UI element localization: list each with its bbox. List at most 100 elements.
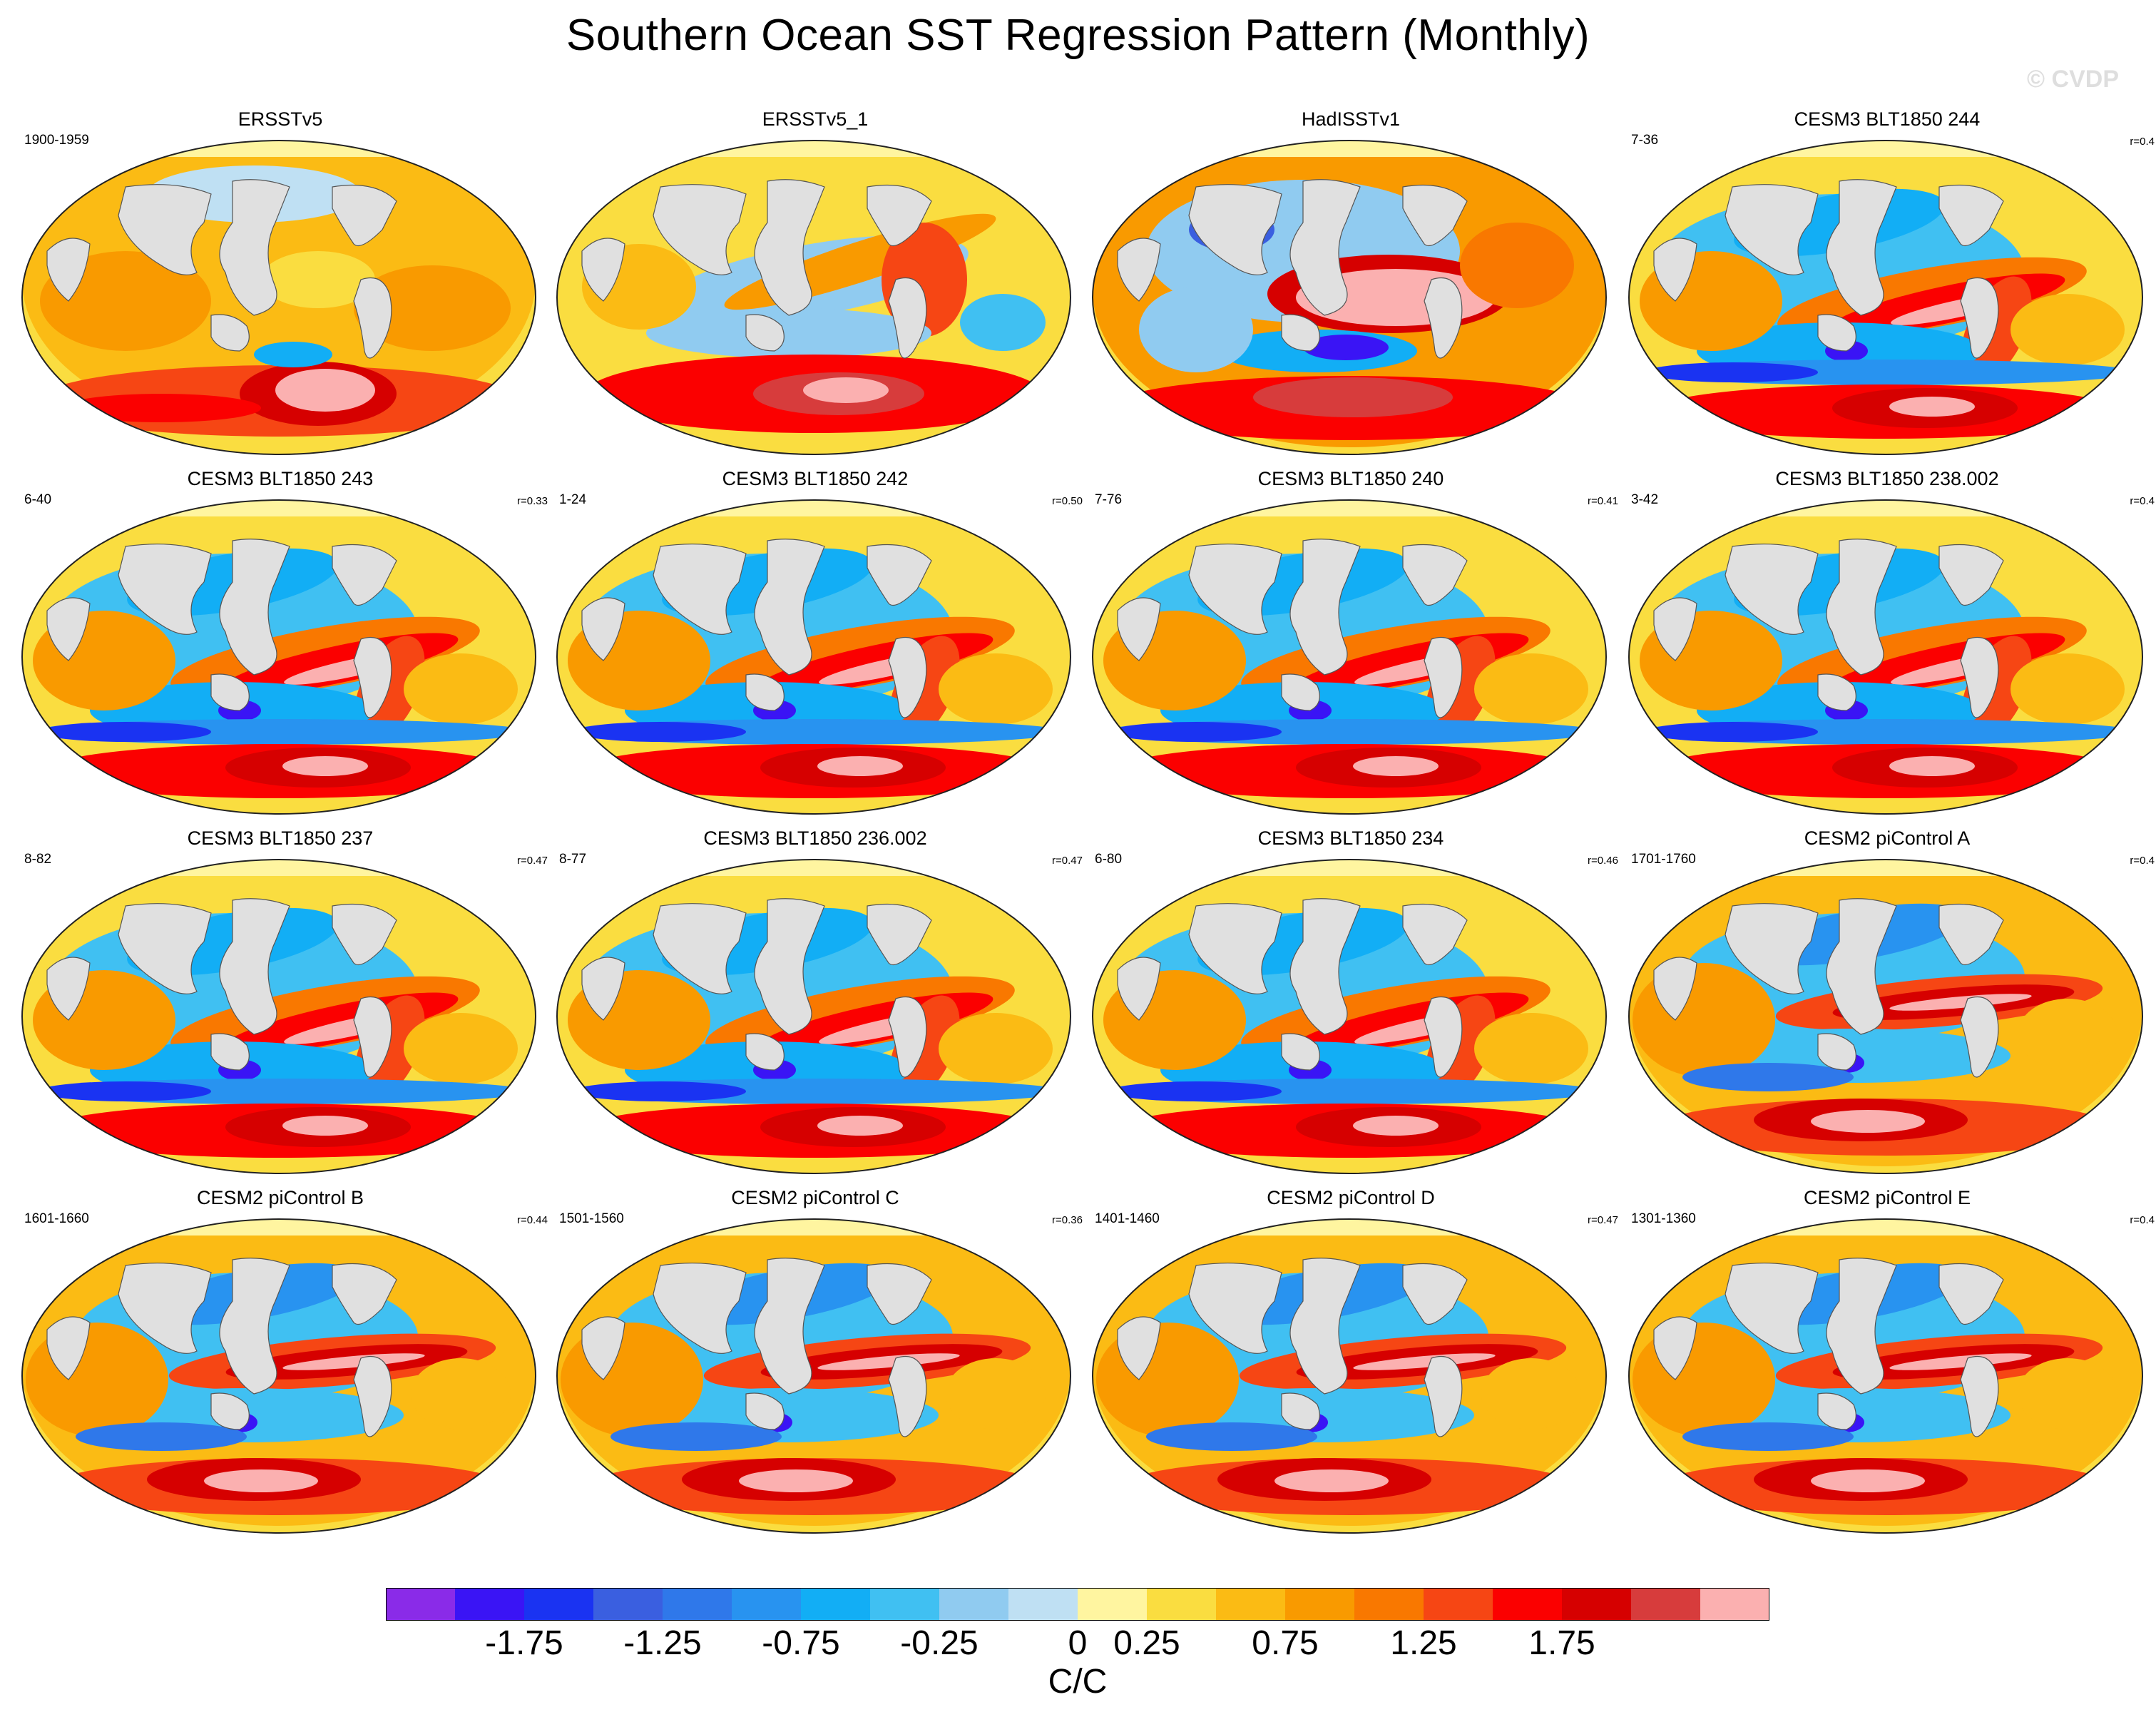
map-outline bbox=[1628, 140, 2143, 455]
colorbar-swatch bbox=[1562, 1588, 1632, 1621]
panel-period-label: 1-24 bbox=[559, 492, 587, 507]
panel-correlation-label: r=0.41 bbox=[1588, 495, 1618, 507]
colorbar-tick-label: 1.75 bbox=[1528, 1624, 1595, 1662]
colorbar bbox=[386, 1588, 1769, 1621]
panel-title: CESM3 BLT1850 234 bbox=[1257, 827, 1444, 849]
sst-regression-map bbox=[1092, 140, 1607, 455]
panel-title: CESM2 piControl A bbox=[1804, 827, 1971, 849]
map-panel: CESM2 piControl C 1501-1560 r=0.36 bbox=[548, 1187, 1083, 1544]
colorbar-swatch bbox=[1631, 1588, 1701, 1621]
panel-period-label: 1401-1460 bbox=[1095, 1211, 1160, 1226]
colorbar-tick-label: -0.75 bbox=[762, 1624, 840, 1662]
map-outline bbox=[21, 140, 536, 455]
map-outline bbox=[1092, 499, 1607, 815]
panel-title: CESM2 piControl E bbox=[1803, 1187, 1971, 1208]
panel-correlation-label: r=0.36 bbox=[1052, 1214, 1083, 1226]
map-outline bbox=[21, 859, 536, 1174]
map-panel: CESM2 piControl E 1301-1360 r=0.4 bbox=[1620, 1187, 2155, 1544]
panel-title: CESM3 BLT1850 238.002 bbox=[1775, 468, 1999, 489]
panel-correlation-label: r=0.46 bbox=[1588, 855, 1618, 867]
map-outline bbox=[1628, 499, 2143, 815]
panel-period-label: 1501-1560 bbox=[559, 1211, 624, 1226]
panel-correlation-label: r=0.44 bbox=[517, 1214, 548, 1226]
map-outline bbox=[556, 499, 1071, 815]
panel-title: ERSSTv5_1 bbox=[762, 108, 869, 130]
colorbar-swatch bbox=[1147, 1588, 1217, 1621]
panel-title: CESM3 BLT1850 243 bbox=[187, 468, 374, 489]
colorbar-units: C/C bbox=[1048, 1663, 1108, 1701]
map-panel: ERSSTv5_1 bbox=[548, 108, 1083, 465]
map-panel: CESM3 BLT1850 240 7-76 r=0.41 bbox=[1083, 468, 1618, 825]
sst-regression-map bbox=[21, 499, 536, 815]
panel-title: CESM3 BLT1850 240 bbox=[1257, 468, 1444, 489]
panel-correlation-label: r=0.33 bbox=[517, 495, 548, 507]
panel-period-label: 1301-1360 bbox=[1631, 1211, 1696, 1226]
colorbar-swatch bbox=[1424, 1588, 1493, 1621]
sst-regression-map bbox=[1628, 859, 2143, 1174]
panel-correlation-label: r=0.4 bbox=[2130, 136, 2155, 148]
sst-regression-map bbox=[1628, 1218, 2143, 1534]
map-panel: CESM3 BLT1850 238.002 3-42 r=0.4 bbox=[1620, 468, 2155, 825]
panel-title: CESM3 BLT1850 237 bbox=[187, 827, 374, 849]
map-outline bbox=[556, 859, 1071, 1174]
sst-regression-map bbox=[556, 140, 1071, 455]
panel-title: CESM2 piControl D bbox=[1267, 1187, 1435, 1208]
map-panel: CESM2 piControl D 1401-1460 r=0.47 bbox=[1083, 1187, 1618, 1544]
colorbar-tick-label: 0.75 bbox=[1252, 1624, 1319, 1662]
figure-title: Southern Ocean SST Regression Pattern (M… bbox=[566, 11, 1590, 60]
map-outline bbox=[21, 1218, 536, 1534]
sst-regression-map bbox=[1092, 859, 1607, 1174]
panel-title: CESM3 BLT1850 242 bbox=[722, 468, 909, 489]
map-panel: CESM3 BLT1850 236.002 8-77 r=0.47 bbox=[548, 827, 1083, 1184]
panel-period-label: 1900-1959 bbox=[24, 133, 89, 148]
colorbar-swatch bbox=[1008, 1588, 1078, 1621]
colorbar-tick-label: -0.25 bbox=[900, 1624, 979, 1662]
colorbar-swatch bbox=[939, 1588, 1009, 1621]
colorbar-swatch bbox=[1700, 1588, 1769, 1621]
panel-period-label: 8-77 bbox=[559, 852, 587, 867]
map-outline bbox=[556, 1218, 1071, 1534]
colorbar-tick-label: -1.75 bbox=[485, 1624, 563, 1662]
sst-regression-map bbox=[556, 1218, 1071, 1534]
colorbar-swatch bbox=[801, 1588, 871, 1621]
sst-regression-map bbox=[21, 140, 536, 455]
map-panel: CESM3 BLT1850 242 1-24 r=0.50 bbox=[548, 468, 1083, 825]
map-panel: CESM3 BLT1850 243 6-40 r=0.33 bbox=[13, 468, 548, 825]
panel-correlation-label: r=0.47 bbox=[517, 855, 548, 867]
map-outline bbox=[1092, 140, 1607, 455]
panel-period-label: 6-40 bbox=[24, 492, 52, 507]
panel-correlation-label: r=0.4 bbox=[2130, 855, 2155, 867]
colorbar-tick-label: 1.25 bbox=[1390, 1624, 1457, 1662]
sst-regression-map bbox=[556, 499, 1071, 815]
colorbar-swatch bbox=[870, 1588, 940, 1621]
panel-title: CESM3 BLT1850 236.002 bbox=[703, 827, 927, 849]
map-panel: CESM3 BLT1850 234 6-80 r=0.46 bbox=[1083, 827, 1618, 1184]
panel-period-label: 6-80 bbox=[1095, 852, 1123, 867]
sst-regression-map bbox=[556, 859, 1071, 1174]
colorbar-swatch bbox=[663, 1588, 732, 1621]
map-outline bbox=[1628, 1218, 2143, 1534]
map-panel: CESM3 BLT1850 244 7-36 r=0.4 bbox=[1620, 108, 2155, 465]
colorbar-swatch bbox=[455, 1588, 525, 1621]
colorbar-swatch bbox=[524, 1588, 594, 1621]
colorbar-swatch bbox=[732, 1588, 802, 1621]
panel-period-label: 7-76 bbox=[1095, 492, 1123, 507]
map-outline bbox=[556, 140, 1071, 455]
colorbar-swatch bbox=[593, 1588, 663, 1621]
colorbar-tick-label: 0.25 bbox=[1113, 1624, 1180, 1662]
map-outline bbox=[21, 499, 536, 815]
colorbar-swatch bbox=[1354, 1588, 1424, 1621]
panel-period-label: 7-36 bbox=[1631, 133, 1659, 148]
colorbar-swatch bbox=[1285, 1588, 1355, 1621]
sst-regression-map bbox=[1628, 140, 2143, 455]
map-panel: ERSSTv5 1900-1959 bbox=[13, 108, 548, 465]
panel-correlation-label: r=0.47 bbox=[1588, 1214, 1618, 1226]
panel-title: CESM2 piControl B bbox=[196, 1187, 364, 1208]
cvdp-watermark: © CVDP bbox=[2027, 66, 2119, 93]
colorbar-swatch bbox=[1078, 1588, 1148, 1621]
sst-regression-map bbox=[1092, 1218, 1607, 1534]
panel-correlation-label: r=0.4 bbox=[2130, 495, 2155, 507]
panel-period-label: 1601-1660 bbox=[24, 1211, 89, 1226]
sst-regression-map bbox=[1092, 499, 1607, 815]
map-outline bbox=[1092, 1218, 1607, 1534]
